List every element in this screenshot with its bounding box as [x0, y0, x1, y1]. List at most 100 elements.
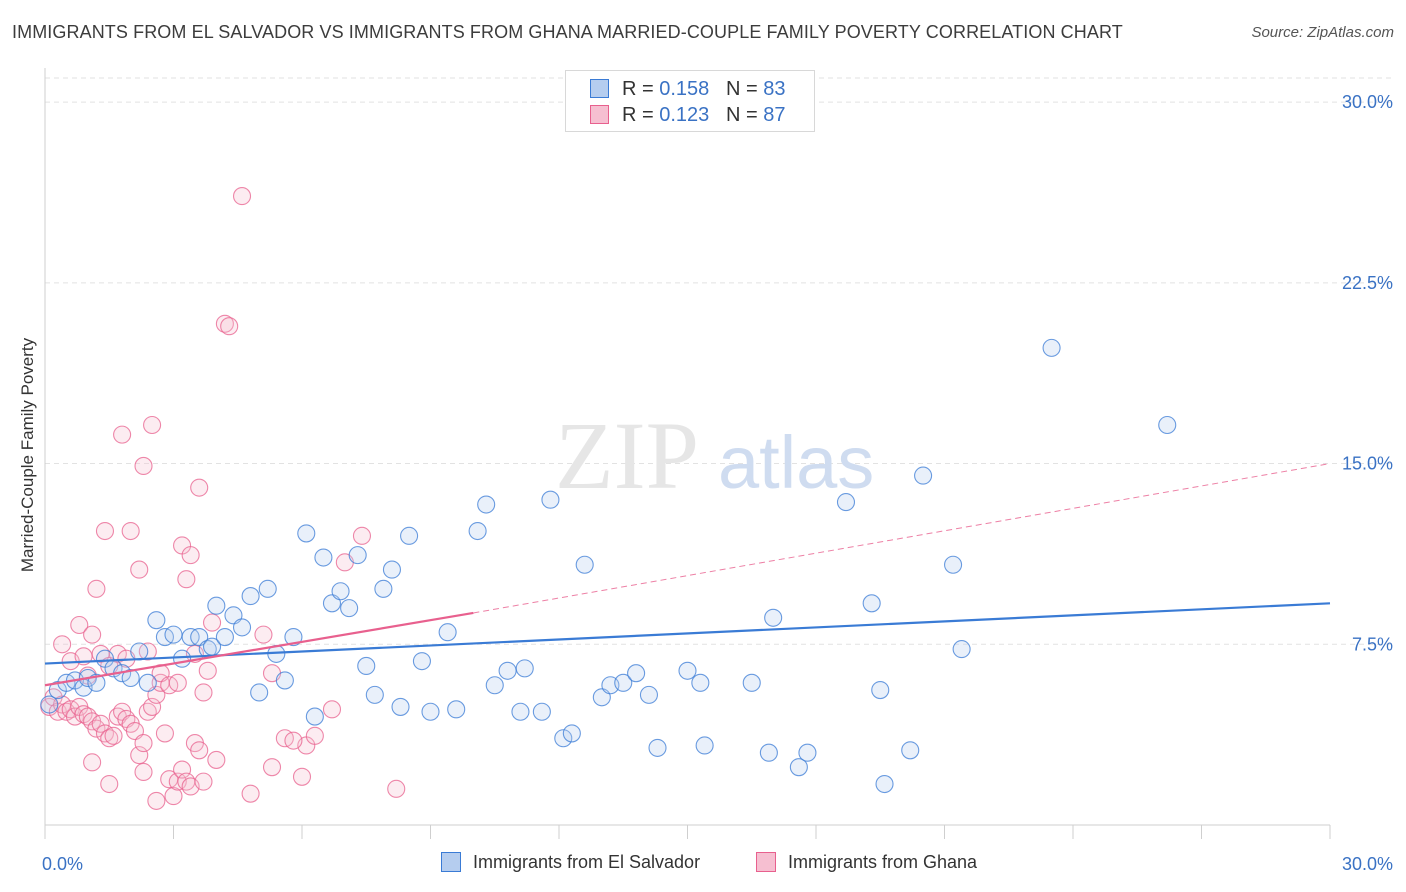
el-salvador-point [691, 673, 710, 692]
ghana-trend-extension [473, 463, 1331, 614]
el-salvador-points [40, 338, 1177, 794]
el-salvador-point [944, 555, 963, 574]
ghana-point [134, 762, 153, 782]
el-salvador-point [532, 702, 551, 721]
el-salvador-point [40, 695, 59, 714]
tick-labels: 7.5% 15.0% 22.5% 30.0% 0.0% 30.0% [42, 92, 1393, 874]
ghana-point [130, 560, 149, 579]
ghana-trend-line [44, 611, 474, 687]
el-salvador-point [305, 707, 324, 726]
legend-text-ghana: R = 0.123 N = 87 [622, 104, 785, 127]
ghana-point [198, 661, 217, 680]
el-salvador-point [789, 758, 808, 777]
n-label: N = [725, 78, 764, 100]
el-salvador-point [798, 743, 817, 762]
r-value: 0.158 [659, 78, 710, 100]
bottom-legend-swatch-pink [756, 852, 776, 872]
ghana-point [194, 772, 213, 791]
ghana-point [100, 774, 119, 794]
ghana-point [190, 741, 209, 760]
n-value: 87 [763, 104, 786, 126]
el-salvador-point [1158, 415, 1177, 435]
el-salvador-point [759, 743, 778, 762]
el-salvador-point [511, 702, 530, 721]
watermark-zip: ZIP [555, 402, 699, 509]
watermark-atlas: atlas [718, 421, 874, 504]
el-salvador-point [901, 741, 920, 760]
source-credit: Source: ZipAtlas.com [1251, 24, 1394, 41]
el-salvador-point [952, 640, 971, 659]
ghana-point [322, 700, 342, 719]
ghana-point [220, 317, 239, 336]
ghana-points [40, 187, 406, 810]
ghana-point [95, 521, 115, 541]
el-salvador-point [173, 649, 192, 668]
ghana-point [254, 625, 273, 644]
el-salvador-point [241, 587, 260, 606]
el-salvador-point [764, 608, 783, 627]
ghana-point [164, 787, 183, 806]
el-salvador-point [391, 697, 410, 716]
el-salvador-point [207, 596, 226, 615]
bottom-legend-swatch-blue [441, 852, 461, 872]
ghana-point [113, 425, 132, 444]
ghana-point [190, 478, 209, 497]
ghana-point [121, 521, 140, 541]
el-salvador-point [382, 560, 402, 579]
gridlines [45, 77, 1392, 645]
y-tick-label: 30.0% [1342, 92, 1393, 112]
ghana-point [70, 615, 89, 635]
el-salvador-point [554, 729, 573, 748]
ghana-point [143, 415, 162, 435]
el-salvador-point [498, 661, 517, 680]
r-label: R = [622, 78, 660, 100]
el-salvador-point [215, 627, 234, 647]
x-tick-label: 30.0% [1342, 854, 1393, 874]
el-salvador-point [412, 652, 431, 671]
el-salvador-point [695, 736, 714, 755]
bottom-legend-ghana: Immigrants from Ghana [756, 852, 977, 873]
n-label: N = [725, 104, 764, 126]
el-salvador-point [138, 673, 157, 692]
ghana-point [177, 570, 196, 589]
el-salvador-point [515, 659, 534, 678]
ghana-point [305, 726, 324, 745]
ghana-point [262, 758, 282, 777]
ghana-point [134, 456, 153, 476]
ghana-point [87, 579, 106, 598]
ghana-point [232, 187, 252, 206]
el-salvador-point [297, 524, 316, 543]
el-salvador-point [871, 681, 890, 700]
el-salvador-point [562, 724, 581, 743]
legend-swatch-pink [590, 105, 609, 124]
x-tick-label: 0.0% [42, 854, 83, 874]
ghana-point [147, 791, 166, 810]
el-salvador-point [1042, 338, 1061, 357]
el-salvador-point [284, 627, 303, 647]
el-salvador-point [575, 555, 594, 574]
r-label: R = [622, 104, 660, 126]
ghana-point [143, 697, 162, 716]
correlation-legend: R = 0.158 N = 83 R = 0.123 N = 87 [565, 70, 815, 132]
el-salvador-point [421, 702, 440, 721]
legend-swatch-blue [590, 79, 609, 98]
bottom-legend-label-el-salvador: Immigrants from El Salvador [473, 852, 701, 872]
el-salvador-point [331, 582, 350, 601]
ghana-point [83, 753, 102, 772]
el-salvador-point [477, 495, 496, 514]
el-salvador-point [87, 673, 106, 692]
y-tick-label: 15.0% [1342, 454, 1393, 474]
ghana-point [194, 683, 213, 702]
el-salvador-point [275, 671, 294, 690]
ghana-point [134, 734, 153, 753]
y-tick-label: 7.5% [1352, 634, 1393, 654]
el-salvador-point [447, 700, 466, 719]
chart-title: IMMIGRANTS FROM EL SALVADOR VS IMMIGRANT… [12, 22, 1123, 42]
y-tick-label: 22.5% [1342, 273, 1393, 293]
ghana-point [203, 613, 222, 632]
watermark: ZIP atlas [555, 402, 874, 509]
bottom-legend-el-salvador: Immigrants from El Salvador [441, 852, 700, 873]
el-salvador-point [742, 673, 761, 692]
ghana-point [168, 673, 187, 692]
